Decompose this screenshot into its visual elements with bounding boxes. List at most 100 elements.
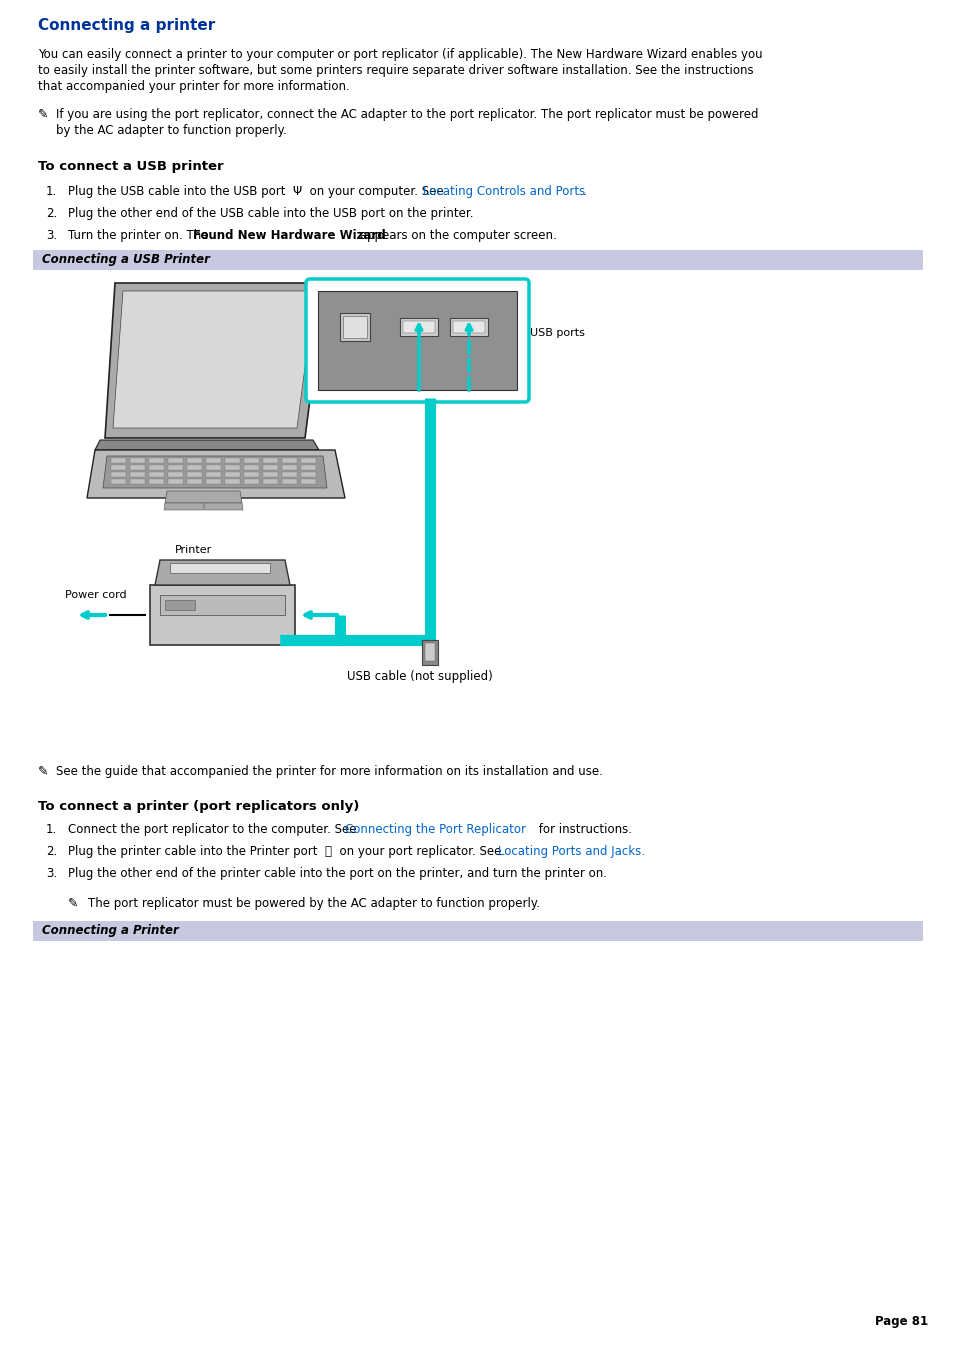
Text: Page 81: Page 81 [874,1315,927,1328]
Text: Turn the printer on. The: Turn the printer on. The [68,230,212,242]
Bar [168,480,183,484]
Bar [339,313,370,340]
Polygon shape [105,282,325,438]
Polygon shape [165,490,242,503]
Bar [301,465,315,470]
Bar [424,643,435,661]
Text: Connecting the Port Replicator: Connecting the Port Replicator [345,823,525,836]
Bar [301,471,315,477]
Polygon shape [317,290,517,390]
Bar [160,594,285,615]
Text: by the AC adapter to function properly.: by the AC adapter to function properly. [56,124,287,136]
Bar [225,471,240,477]
Text: ✎: ✎ [68,897,78,911]
Text: 1.: 1. [46,823,57,836]
Bar [453,322,484,332]
Bar [244,458,258,463]
Bar [263,458,277,463]
Polygon shape [95,440,318,450]
Text: ✎: ✎ [38,765,49,778]
Bar [187,471,202,477]
Text: The port replicator must be powered by the AC adapter to function properly.: The port replicator must be powered by t… [88,897,539,911]
Bar [168,465,183,470]
Bar [149,458,164,463]
Bar [263,465,277,470]
Text: 1.: 1. [46,185,57,199]
Bar [225,480,240,484]
Bar [421,640,437,665]
Bar [450,317,488,336]
Text: If you are using the port replicator, connect the AC adapter to the port replica: If you are using the port replicator, co… [56,108,758,122]
Polygon shape [204,503,243,509]
Bar [168,458,183,463]
Bar [402,322,435,332]
Text: to easily install the printer software, but some printers require separate drive: to easily install the printer software, … [38,63,753,77]
Bar [244,465,258,470]
Bar [130,465,145,470]
Text: Locating Controls and Ports: Locating Controls and Ports [422,185,584,199]
Bar [282,480,296,484]
Bar [206,480,221,484]
Text: appears on the computer screen.: appears on the computer screen. [355,230,557,242]
Bar [165,600,194,611]
Bar [111,465,126,470]
Text: 3.: 3. [46,230,57,242]
Bar [263,471,277,477]
Bar [170,563,270,573]
Text: Plug the USB cable into the USB port  Ψ  on your computer. See: Plug the USB cable into the USB port Ψ o… [68,185,447,199]
Bar [168,471,183,477]
Bar [33,921,923,942]
Polygon shape [154,561,290,585]
Bar [187,465,202,470]
Bar [111,458,126,463]
Text: .: . [582,185,586,199]
Bar [301,458,315,463]
Bar [111,480,126,484]
Bar [301,480,315,484]
Text: Plug the printer cable into the Printer port  ⎙  on your port replicator. See: Plug the printer cable into the Printer … [68,844,504,858]
Text: Printer: Printer [174,544,212,555]
Text: 3.: 3. [46,867,57,880]
Text: Plug the other end of the printer cable into the port on the printer, and turn t: Plug the other end of the printer cable … [68,867,606,880]
Bar [282,458,296,463]
FancyBboxPatch shape [306,280,529,403]
Bar [244,471,258,477]
Text: You can easily connect a printer to your computer or port replicator (if applica: You can easily connect a printer to your… [38,49,761,61]
Text: To connect a printer (port replicators only): To connect a printer (port replicators o… [38,800,359,813]
Bar [282,471,296,477]
Text: Locating Ports and Jacks.: Locating Ports and Jacks. [497,844,644,858]
Text: ✎: ✎ [38,108,49,122]
Bar [187,458,202,463]
Text: 2.: 2. [46,844,57,858]
Polygon shape [164,503,204,509]
Text: See the guide that accompanied the printer for more information on its installat: See the guide that accompanied the print… [56,765,602,778]
Text: Plug the other end of the USB cable into the USB port on the printer.: Plug the other end of the USB cable into… [68,207,473,220]
Polygon shape [112,290,314,428]
Bar [111,471,126,477]
Bar [130,480,145,484]
Bar [225,458,240,463]
Bar [33,250,923,270]
Text: Connect the port replicator to the computer. See: Connect the port replicator to the compu… [68,823,360,836]
Text: Connecting a Printer: Connecting a Printer [42,924,178,938]
Polygon shape [150,585,294,644]
Bar [206,471,221,477]
Bar [149,465,164,470]
Bar [244,480,258,484]
Text: for instructions.: for instructions. [535,823,631,836]
Bar [343,316,367,338]
Polygon shape [87,450,345,499]
Bar [130,471,145,477]
Bar [206,458,221,463]
Polygon shape [103,457,327,488]
Bar [225,465,240,470]
Text: 2.: 2. [46,207,57,220]
Bar [399,317,437,336]
Text: Power cord: Power cord [65,590,127,600]
Bar [282,465,296,470]
Bar [149,480,164,484]
Text: USB ports: USB ports [530,328,584,338]
Bar [187,480,202,484]
Text: that accompanied your printer for more information.: that accompanied your printer for more i… [38,80,350,93]
Bar [130,458,145,463]
